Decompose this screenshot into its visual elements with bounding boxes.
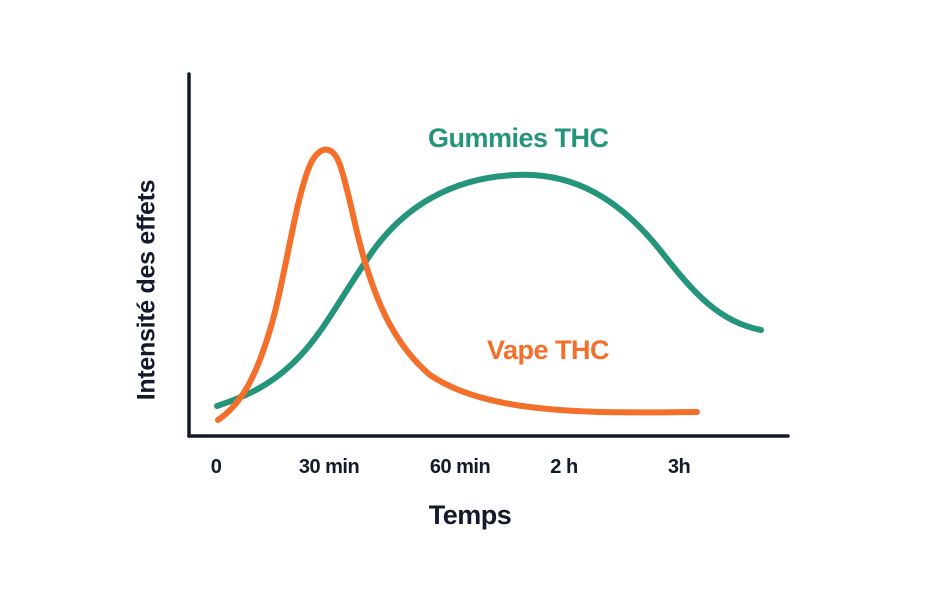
x-tick-0: 0 [210,456,222,478]
gummies-thc-label: Gummies THC [428,123,609,153]
y-axis-title: Intensité des effets [132,179,161,401]
x-tick-2h: 2 h [550,456,578,478]
gummies-thc-line [214,171,764,409]
x-tick-60min: 60 min [429,456,491,478]
x-axis-title: Temps [428,500,512,530]
vape-thc-line [215,146,700,423]
vape-thc-label: Vape THC [487,335,610,365]
x-tick-3h: 3h [667,456,691,478]
x-tick-30min: 30 min [298,456,360,478]
